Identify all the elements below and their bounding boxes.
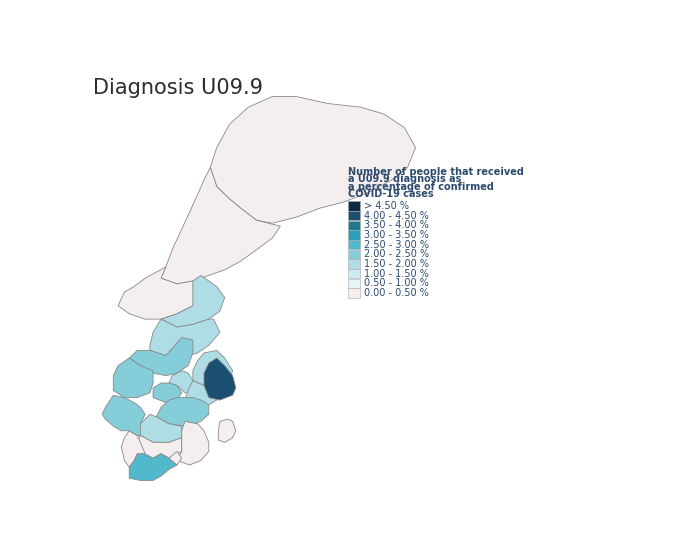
Bar xyxy=(348,269,360,278)
Bar xyxy=(348,279,360,288)
Bar xyxy=(348,249,360,259)
Text: a U09.9 diagnosis as: a U09.9 diagnosis as xyxy=(348,174,461,184)
Polygon shape xyxy=(161,276,225,327)
Text: 1.00 - 1.50 %: 1.00 - 1.50 % xyxy=(364,269,429,279)
Polygon shape xyxy=(113,358,153,398)
Text: 0.00 - 0.50 %: 0.00 - 0.50 % xyxy=(364,288,429,298)
Polygon shape xyxy=(130,337,193,376)
Text: 1.50 - 2.00 %: 1.50 - 2.00 % xyxy=(364,259,429,269)
Polygon shape xyxy=(137,435,182,458)
Polygon shape xyxy=(204,358,236,400)
Text: 3.50 - 4.00 %: 3.50 - 4.00 % xyxy=(364,220,429,230)
Bar xyxy=(348,201,360,211)
Text: > 4.50 %: > 4.50 % xyxy=(364,201,409,211)
Polygon shape xyxy=(169,371,197,393)
Polygon shape xyxy=(211,96,416,223)
Polygon shape xyxy=(150,319,220,358)
Bar xyxy=(348,288,360,298)
Bar xyxy=(348,240,360,249)
Polygon shape xyxy=(153,451,182,467)
Text: 0.50 - 1.00 %: 0.50 - 1.00 % xyxy=(364,278,429,288)
Polygon shape xyxy=(218,419,236,443)
Polygon shape xyxy=(177,421,209,465)
Polygon shape xyxy=(185,381,217,405)
Polygon shape xyxy=(102,395,145,435)
Text: 2.00 - 2.50 %: 2.00 - 2.50 % xyxy=(364,249,429,259)
Text: 4.00 - 4.50 %: 4.00 - 4.50 % xyxy=(364,211,429,220)
Bar xyxy=(348,230,360,240)
Polygon shape xyxy=(156,398,209,426)
Polygon shape xyxy=(193,351,232,386)
Text: Number of people that received: Number of people that received xyxy=(348,167,524,177)
Text: 2.50 - 3.00 %: 2.50 - 3.00 % xyxy=(364,240,429,249)
Text: 3.00 - 3.50 %: 3.00 - 3.50 % xyxy=(364,230,429,240)
Polygon shape xyxy=(121,431,145,467)
Bar xyxy=(348,220,360,230)
Polygon shape xyxy=(161,167,281,284)
Text: COVID-19 cases: COVID-19 cases xyxy=(348,189,433,200)
Bar xyxy=(348,259,360,269)
Polygon shape xyxy=(153,383,182,403)
Text: a percentage of confirmed: a percentage of confirmed xyxy=(348,182,493,192)
Bar xyxy=(348,211,360,220)
Polygon shape xyxy=(130,453,177,480)
Text: Diagnosis U09.9: Diagnosis U09.9 xyxy=(93,78,263,98)
Polygon shape xyxy=(137,415,182,443)
Polygon shape xyxy=(118,267,201,319)
